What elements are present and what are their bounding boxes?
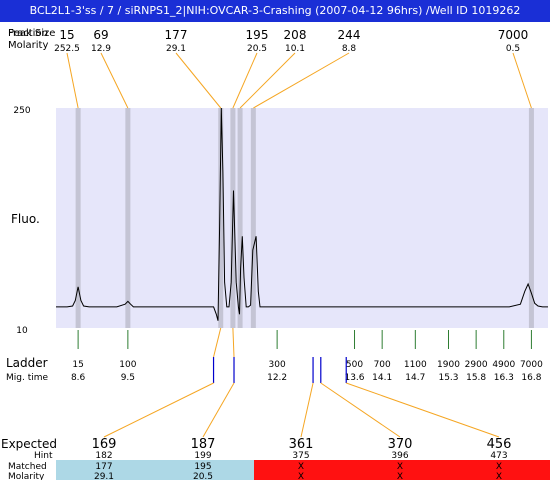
matched-molarity-value: X bbox=[298, 472, 304, 480]
matched-label: Matched bbox=[8, 462, 47, 472]
ladder-size-value: 700 bbox=[374, 360, 391, 370]
peak-band bbox=[528, 108, 534, 328]
peak-size-value: 177 bbox=[165, 28, 188, 42]
peak-size-overlay-label: Fraction bbox=[8, 28, 48, 39]
peak-connector bbox=[175, 52, 222, 109]
expected-size-value: 456 bbox=[487, 437, 512, 452]
y-axis-max-label: 250 bbox=[13, 106, 30, 116]
peak-size-value: 15 bbox=[59, 28, 74, 42]
matched-molarity-value: X bbox=[496, 472, 502, 480]
plot-area bbox=[56, 108, 548, 328]
matched-value: 195 bbox=[194, 462, 211, 472]
peak-band bbox=[250, 108, 256, 328]
expected-size-value: 187 bbox=[191, 437, 216, 452]
peak-size-value: 208 bbox=[284, 28, 307, 42]
peak-molarity-value: 10.1 bbox=[285, 44, 305, 54]
chart-title: BCL2L1-3'ss / 7 / siRNPS1_2|NIH:OVCAR-3-… bbox=[0, 0, 550, 22]
expected-connector bbox=[202, 382, 235, 438]
hint-value: 375 bbox=[292, 451, 309, 461]
peak-molarity-value: 0.5 bbox=[506, 44, 520, 54]
peak-size-value: 7000 bbox=[498, 28, 529, 42]
ladder-size-value: 1100 bbox=[404, 360, 427, 370]
ladder-mig-time-value: 16.3 bbox=[494, 373, 514, 383]
peak-band bbox=[75, 108, 81, 328]
molarity-label: Molarity bbox=[8, 40, 48, 51]
expected-connector bbox=[103, 382, 214, 438]
unmatched-row-bg bbox=[254, 460, 550, 480]
peak-size-label: Peak Size bbox=[8, 28, 55, 39]
peak-band bbox=[218, 108, 224, 328]
peak-connector bbox=[239, 52, 296, 109]
y-axis-min-label: 10 bbox=[16, 326, 28, 336]
peak-connector bbox=[512, 52, 532, 109]
ladder-mig-time-value: 8.6 bbox=[71, 373, 86, 383]
expected-connector bbox=[300, 382, 314, 438]
matched-peak-connector bbox=[232, 327, 235, 358]
peak-connector bbox=[232, 52, 258, 109]
peak-size-value: 195 bbox=[246, 28, 269, 42]
ladder-size-value: 4900 bbox=[492, 360, 515, 370]
hint-value: 182 bbox=[95, 451, 112, 461]
matched-row-bg bbox=[56, 460, 254, 480]
peak-band bbox=[125, 108, 131, 328]
ladder-size-value: 7000 bbox=[520, 360, 543, 370]
ladder-mig-time-value: 14.1 bbox=[372, 373, 392, 383]
hint-value: 473 bbox=[490, 451, 507, 461]
ladder-label: Ladder bbox=[6, 356, 48, 370]
expected-size-value: 169 bbox=[92, 437, 117, 452]
ladder-size-value: 1900 bbox=[437, 360, 460, 370]
ladder-mig-time-value: 14.7 bbox=[405, 373, 425, 383]
peak-size-value: 69 bbox=[93, 28, 108, 42]
ladder-size-value: 100 bbox=[119, 360, 136, 370]
matched-molarity-value: 29.1 bbox=[94, 472, 114, 480]
expected-connector bbox=[346, 382, 500, 438]
molarity-row-label: Molarity bbox=[8, 472, 45, 480]
peak-molarity-value: 252.5 bbox=[54, 44, 80, 54]
matched-value: X bbox=[496, 462, 502, 472]
peak-band bbox=[237, 108, 243, 328]
fluorescence-trace bbox=[56, 107, 548, 321]
ladder-mig-time-value: 15.8 bbox=[466, 373, 486, 383]
ladder-size-value: 500 bbox=[346, 360, 363, 370]
ladder-size-value: 2900 bbox=[465, 360, 488, 370]
expected-label: Expected bbox=[1, 437, 57, 451]
hint-value: 199 bbox=[194, 451, 211, 461]
matched-value: X bbox=[298, 462, 304, 472]
expected-connector bbox=[320, 382, 401, 438]
ladder-mig-time-value: 12.2 bbox=[267, 373, 287, 383]
matched-value: 177 bbox=[95, 462, 112, 472]
matched-molarity-value: X bbox=[397, 472, 403, 480]
peak-size-value: 244 bbox=[338, 28, 361, 42]
peak-molarity-value: 12.9 bbox=[91, 44, 111, 54]
matched-molarity-value: 20.5 bbox=[193, 472, 213, 480]
peak-connector bbox=[100, 52, 129, 109]
mig-time-label: Mig. time bbox=[6, 373, 48, 383]
peak-connector bbox=[66, 52, 79, 109]
peak-molarity-value: 20.5 bbox=[247, 44, 267, 54]
ladder-mig-time-value: 15.3 bbox=[438, 373, 458, 383]
ladder-mig-time-value: 9.5 bbox=[121, 373, 135, 383]
ladder-size-value: 300 bbox=[269, 360, 286, 370]
matched-peak-connector bbox=[213, 327, 222, 358]
matched-value: X bbox=[397, 462, 403, 472]
ladder-mig-time-value: 16.8 bbox=[521, 373, 541, 383]
ladder-mig-time-value: 13.6 bbox=[344, 373, 364, 383]
peak-molarity-value: 8.8 bbox=[342, 44, 357, 54]
expected-size-value: 361 bbox=[289, 437, 314, 452]
peak-molarity-value: 29.1 bbox=[166, 44, 186, 54]
expected-size-value: 370 bbox=[388, 437, 413, 452]
hint-label: Hint bbox=[34, 451, 53, 461]
ladder-size-value: 15 bbox=[72, 360, 83, 370]
hint-value: 396 bbox=[391, 451, 408, 461]
y-axis-title: Fluo. bbox=[11, 212, 40, 226]
peak-connector bbox=[253, 52, 350, 109]
